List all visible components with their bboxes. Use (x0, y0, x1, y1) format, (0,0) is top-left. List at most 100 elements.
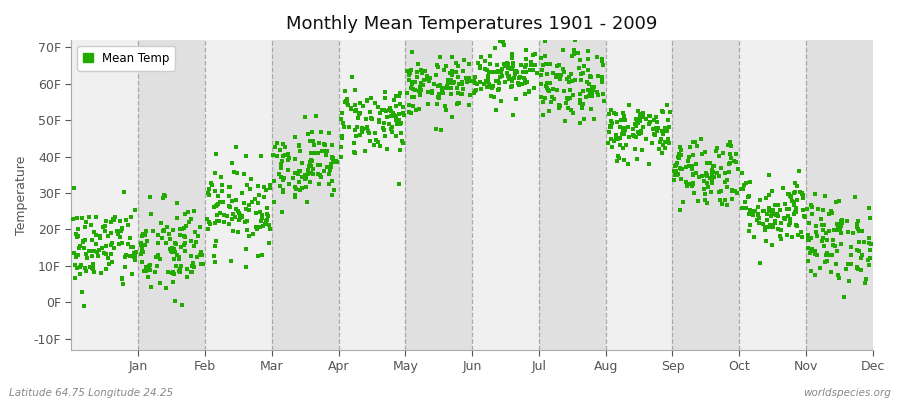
Point (616, 156, 631, 163)
Point (86, 237, 100, 244)
Point (275, 157, 290, 164)
Point (401, 108, 416, 115)
Point (170, 251, 184, 258)
Point (646, 126, 661, 132)
Point (292, 142, 306, 148)
Point (648, 126, 662, 132)
Point (402, 77, 417, 84)
Point (834, 222, 849, 228)
Point (658, 139, 672, 145)
Point (486, 83, 500, 89)
Point (217, 219, 231, 225)
Point (628, 146, 643, 152)
Point (806, 211, 820, 218)
Point (645, 140, 660, 146)
Point (804, 235, 818, 242)
Point (582, 88, 597, 94)
Point (405, 49, 419, 56)
Point (274, 174, 288, 180)
Point (340, 100, 355, 106)
Point (707, 174, 722, 180)
Point (500, 70, 514, 76)
Point (396, 110, 410, 116)
Point (319, 152, 333, 158)
Point (160, 269, 175, 276)
Point (773, 233, 788, 239)
Point (671, 151, 686, 157)
Point (425, 90, 439, 96)
Point (253, 208, 267, 215)
Point (634, 128, 648, 134)
Point (277, 152, 292, 158)
Point (177, 248, 192, 254)
Point (616, 125, 630, 131)
Point (590, 89, 604, 96)
Point (221, 202, 236, 209)
Point (118, 263, 132, 270)
Point (356, 124, 370, 131)
Point (802, 220, 816, 226)
Point (149, 262, 164, 269)
Point (704, 189, 718, 195)
Point (287, 133, 302, 140)
Point (242, 233, 256, 239)
Point (455, 86, 470, 93)
Point (383, 108, 398, 114)
Point (808, 191, 823, 198)
Point (104, 230, 118, 237)
Point (553, 103, 567, 110)
Point (299, 175, 313, 181)
Point (174, 244, 188, 251)
Point (562, 86, 577, 93)
Point (608, 132, 623, 138)
Point (682, 154, 697, 160)
Point (446, 79, 461, 85)
Point (655, 127, 670, 134)
Point (518, 77, 532, 84)
Point (229, 144, 243, 150)
Point (392, 117, 407, 124)
Point (667, 168, 681, 175)
Point (305, 129, 320, 135)
Point (346, 139, 361, 146)
Point (629, 123, 643, 129)
Point (605, 144, 619, 151)
Point (136, 248, 150, 255)
Point (303, 170, 318, 177)
Point (815, 206, 830, 213)
Point (404, 81, 419, 87)
Point (773, 236, 788, 242)
Point (135, 230, 149, 237)
Point (78, 218, 93, 225)
Point (482, 81, 496, 87)
Point (258, 187, 273, 193)
Point (504, 65, 518, 72)
Point (605, 120, 619, 126)
Point (758, 227, 772, 233)
Point (674, 152, 688, 158)
Point (785, 234, 799, 241)
Point (672, 155, 687, 162)
Point (299, 184, 313, 190)
Point (705, 168, 719, 174)
Point (277, 174, 292, 181)
Point (752, 204, 766, 210)
Point (74, 261, 88, 268)
Point (717, 179, 732, 186)
Point (760, 211, 774, 217)
Point (439, 62, 454, 69)
Point (166, 249, 180, 255)
Point (162, 231, 176, 237)
Point (414, 80, 428, 86)
Point (516, 68, 530, 75)
Point (379, 108, 393, 115)
Point (407, 93, 421, 100)
Point (500, 73, 515, 80)
Point (446, 68, 460, 74)
Point (143, 194, 157, 200)
Point (157, 192, 171, 199)
Point (779, 232, 794, 238)
Point (801, 237, 815, 243)
Point (650, 128, 664, 134)
Point (154, 220, 168, 226)
